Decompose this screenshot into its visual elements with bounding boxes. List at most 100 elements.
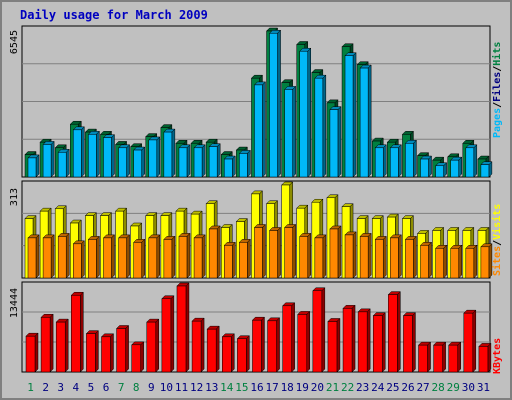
x-tick-label-day: 8 — [133, 381, 140, 394]
files-bar — [269, 33, 278, 178]
sites-bar-side — [186, 232, 191, 279]
sites-bar-side — [81, 240, 85, 279]
kbytes-bar — [131, 344, 141, 373]
files-bar-side — [382, 144, 387, 178]
sites-bar — [480, 246, 490, 279]
x-tick-label-day: 26 — [401, 381, 414, 394]
files-bar — [405, 143, 414, 178]
kbytes-bar — [403, 315, 413, 373]
x-tick-label-day: 15 — [235, 381, 248, 394]
sites-bar — [344, 234, 354, 279]
kbytes-bar — [312, 290, 323, 373]
sites-bar — [73, 243, 82, 279]
files-bar-side — [50, 140, 55, 178]
files-bar — [148, 139, 158, 178]
legend-sites-visits: Sites/Visits — [491, 204, 503, 276]
sites-bar — [405, 239, 414, 279]
kbytes-bar — [191, 320, 202, 373]
kbytes-bar — [146, 321, 157, 373]
sites-bar — [103, 237, 112, 279]
kbytes-bar — [327, 321, 338, 373]
files-bar — [329, 109, 339, 178]
sites-bar-side — [367, 232, 372, 279]
kbytes-bar — [222, 336, 232, 373]
files-bar — [480, 164, 490, 178]
sites-bar — [57, 236, 67, 279]
sites-bar-side — [35, 234, 40, 279]
files-bar — [374, 147, 384, 178]
legend-sites-visits-part: Visits — [491, 204, 503, 240]
x-tick-label-day: 17 — [265, 381, 278, 394]
kbytes-bar-side — [155, 318, 160, 373]
legend-pages-files-hits-part: / — [492, 66, 503, 72]
x-tick-label-day: 18 — [281, 381, 294, 394]
sites-bar-side — [216, 225, 221, 279]
sites-bar — [420, 245, 429, 279]
sites-bar — [208, 228, 218, 279]
sites-bar-side — [443, 244, 447, 279]
files-bar — [208, 146, 218, 178]
files-bar — [299, 50, 308, 178]
sites-bar-side — [141, 238, 145, 279]
x-tick-label-day: 16 — [250, 381, 263, 394]
kbytes-bar — [418, 344, 428, 373]
kbytes-bar — [342, 308, 353, 373]
sites-bar — [193, 237, 203, 279]
x-tick-label-day: 3 — [57, 381, 64, 394]
files-bar-side — [398, 144, 402, 178]
kbytes-bar — [388, 294, 398, 373]
files-bar-side — [352, 52, 357, 178]
kbytes-bar-side — [397, 290, 401, 373]
sites-bar — [163, 239, 173, 279]
kbytes-bar — [86, 333, 96, 373]
x-tick-label-day: 21 — [326, 381, 339, 394]
files-bar-side — [458, 156, 462, 178]
kbytes-bar — [267, 320, 277, 373]
files-bar-side — [111, 134, 115, 178]
kbytes-bar-side — [34, 332, 39, 373]
files-bar — [254, 84, 263, 178]
files-bar-side — [216, 143, 221, 178]
sites-bar-side — [322, 234, 327, 279]
kbytes-bar — [372, 315, 383, 373]
sites-bar — [148, 237, 158, 279]
sites-bar-side — [352, 231, 357, 279]
chart-title: Daily usage for March 2009 — [20, 8, 208, 22]
kbytes-bar-side — [246, 335, 250, 373]
files-bar-side — [81, 126, 85, 178]
x-tick-label-day: 20 — [311, 381, 324, 394]
kbytes-bar-side — [64, 318, 69, 373]
sites-bar-side — [307, 232, 311, 279]
files-bar-side — [126, 144, 130, 178]
x-tick-label-day: 19 — [296, 381, 309, 394]
kbytes-bar-side — [291, 302, 295, 373]
kbytes-bar — [297, 314, 307, 373]
sites-bar — [224, 245, 233, 279]
files-bar — [193, 147, 203, 178]
sites-bar — [88, 239, 97, 279]
x-tick-label-day: 2 — [42, 381, 49, 394]
kbytes-bar-side — [276, 317, 280, 373]
x-tick-label-day: 23 — [356, 381, 369, 394]
sites-bar-side — [96, 235, 100, 279]
files-bar-side — [307, 47, 311, 178]
sites-bar-side — [458, 244, 462, 279]
files-bar — [390, 147, 399, 178]
files-bar — [178, 147, 188, 178]
files-bar-side — [232, 155, 236, 178]
kbytes-bar — [101, 336, 111, 373]
y-max-label-kbytes: 13444 — [9, 288, 20, 318]
x-tick-label-day: 24 — [371, 381, 385, 394]
kbytes-bar-side — [261, 316, 265, 373]
files-bar-side — [186, 144, 191, 178]
x-tick-label-day: 4 — [73, 381, 80, 394]
kbytes-bar-side — [442, 341, 446, 373]
legend-sites-visits-part: Sites — [491, 246, 503, 276]
sites-bar — [118, 237, 127, 279]
files-bar-side — [156, 136, 161, 178]
files-bar — [224, 158, 233, 178]
sites-bar — [27, 237, 37, 279]
kbytes-bar-side — [110, 333, 114, 373]
kbytes-bar — [282, 305, 292, 373]
